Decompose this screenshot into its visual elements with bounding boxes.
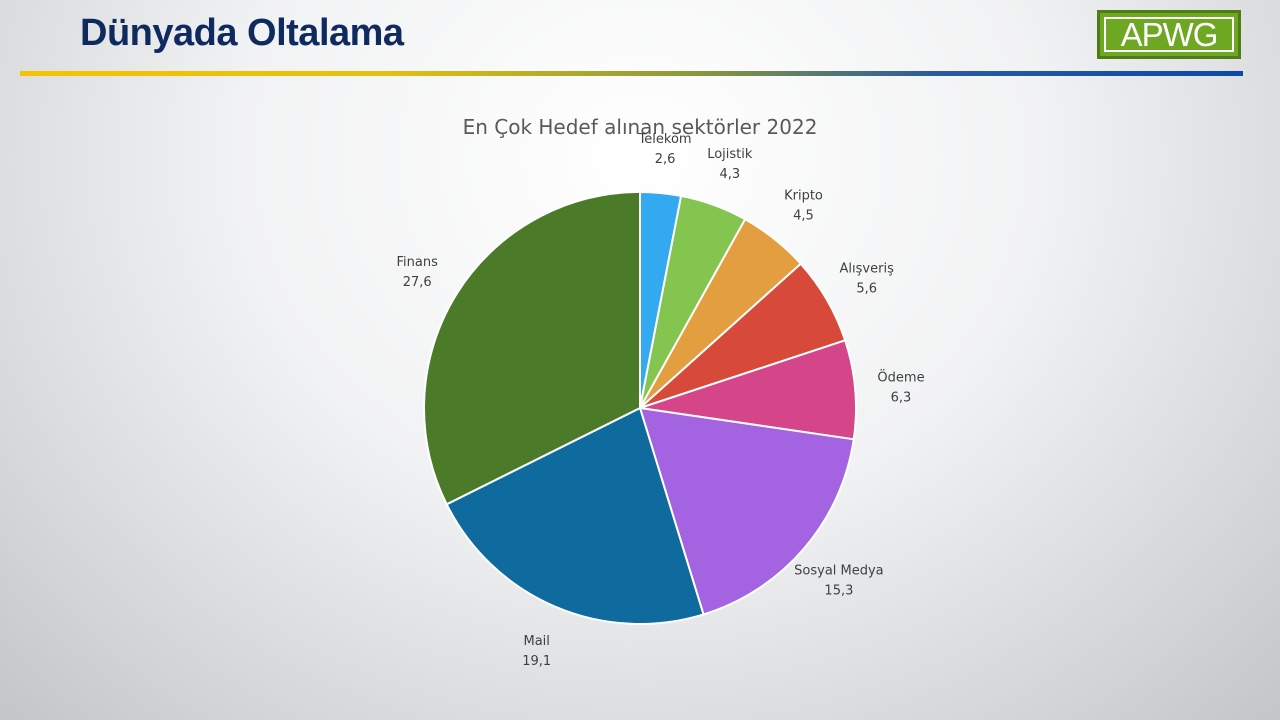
pie-slice-5 [638,406,855,616]
slice-value-2: 4,5 [793,208,814,223]
apwg-logo: APWG [1097,10,1241,59]
slice-value-1: 4,3 [719,167,740,182]
pie-slice-6 [445,406,705,625]
slice-value-5: 15,3 [824,584,853,599]
title-underline [20,71,1243,76]
slice-value-4: 6,3 [891,390,912,405]
slice-label-7: Finans 27,6 [397,255,439,290]
pie-slices [423,190,857,625]
pie-slice-7 [423,190,641,506]
slice-value-6: 19,1 [522,654,551,669]
slide-title: Dünyada Oltalama [80,12,404,54]
slice-label-0: Telekom 2,6 [638,132,692,167]
slice-label-5: Sosyal Medya 15,3 [794,564,884,599]
slice-name-5: Sosyal Medya [794,564,884,579]
slice-label-6: Mail 19,1 [522,634,551,669]
slice-name-6: Mail [523,634,549,649]
slice-name-2: Kripto [784,188,823,203]
slice-label-3: Alışveriş 5,6 [840,262,895,297]
slice-value-7: 27,6 [403,275,432,290]
slice-label-4: Ödeme 6,3 [877,368,924,405]
slice-name-3: Alışveriş [840,262,895,277]
slice-label-2: Kripto 4,5 [784,188,823,223]
slice-label-1: Lojistik 4,3 [707,147,753,182]
slice-name-0: Telekom [638,132,692,147]
pie-slice-4 [639,339,857,441]
slice-name-7: Finans [397,255,439,270]
slice-value-3: 5,6 [856,282,877,297]
logo-text: APWG [1120,16,1219,53]
chart-title: En Çok Hedef alınan sektörler 2022 [462,115,818,139]
slice-name-4: Ödeme [877,368,924,385]
slice-value-0: 2,6 [655,152,676,167]
slice-name-1: Lojistik [707,147,753,162]
pie-labels: Telekom 2,6 Lojistik 4,3 Kripto 4,5 Alışveriş 5… [397,132,925,669]
